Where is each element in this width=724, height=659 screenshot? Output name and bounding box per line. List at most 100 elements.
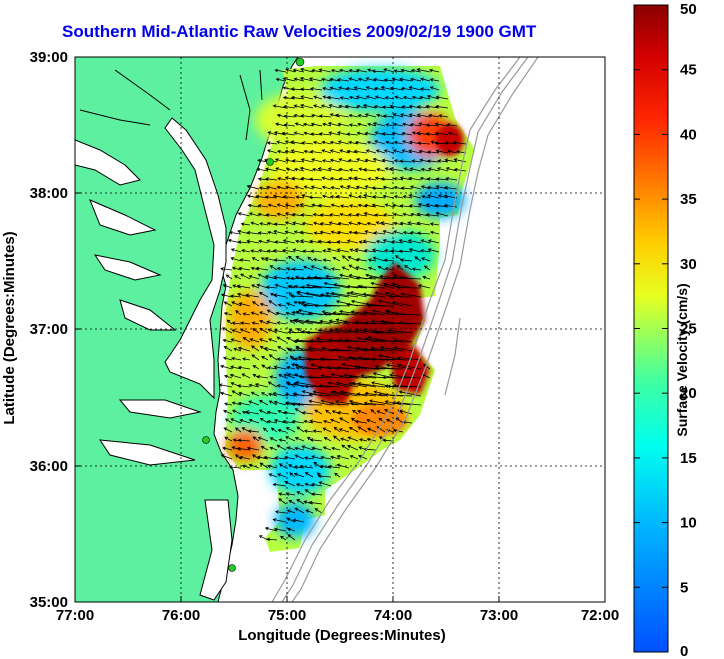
velocity-arrow <box>384 167 395 172</box>
velocity-arrow <box>401 131 413 136</box>
velocity-arrow <box>382 194 395 199</box>
velocity-arrow <box>311 167 323 172</box>
velocity-arrow <box>381 158 395 163</box>
velocity-arrow <box>328 104 341 109</box>
velocity-arrow <box>282 239 296 244</box>
velocity-arrow <box>452 140 467 145</box>
velocity-arrow <box>355 257 368 262</box>
velocity-arrow <box>276 357 287 361</box>
velocity-arrow <box>306 330 332 335</box>
velocity-arrow <box>357 382 386 388</box>
velocity-arrow <box>339 204 350 208</box>
velocity-arrow <box>334 400 359 406</box>
velocity-arrow <box>371 309 395 316</box>
velocity-arrow <box>372 157 386 163</box>
velocity-arrow <box>393 140 404 145</box>
velocity-arrow <box>344 104 359 109</box>
velocity-arrow <box>300 114 314 118</box>
velocity-arrow <box>265 167 278 172</box>
velocity-arrow <box>264 195 278 199</box>
velocity-arrow <box>307 311 332 316</box>
velocity-arrow <box>329 158 341 163</box>
velocity-arrow <box>303 456 314 460</box>
velocity-arrow <box>445 176 458 181</box>
velocity-arrow <box>224 374 233 379</box>
velocity-arrow <box>322 249 332 253</box>
velocity-arrow <box>257 436 269 442</box>
velocity-arrow <box>372 77 386 82</box>
velocity-arrow <box>336 78 350 82</box>
velocity-arrow <box>322 427 332 433</box>
velocity-arrow <box>321 176 332 181</box>
velocity-arrow <box>317 167 332 172</box>
velocity-arrow <box>291 212 305 217</box>
velocity-arrow <box>422 363 431 370</box>
velocity-arrow <box>367 266 377 271</box>
velocity-arrow <box>337 140 350 145</box>
velocity-arrow <box>255 194 269 199</box>
rivers <box>79 69 263 141</box>
velocity-arrow <box>322 446 332 451</box>
velocity-arrow <box>299 76 314 82</box>
velocity-arrow <box>453 158 467 163</box>
velocity-arrow <box>398 249 413 253</box>
velocity-arrow <box>394 312 422 316</box>
velocity-arrow <box>300 95 314 100</box>
velocity-arrow <box>251 321 260 325</box>
velocity-arrow <box>393 195 404 199</box>
velocity-arrow <box>377 266 386 271</box>
velocity-arrow <box>276 113 287 118</box>
velocity-arrow <box>339 273 359 280</box>
velocity-arrow <box>353 176 368 181</box>
velocity-arrow <box>408 204 422 208</box>
velocity-arrow <box>310 249 323 253</box>
velocity-arrow <box>274 240 287 244</box>
velocity-arrow <box>434 122 449 127</box>
velocity-arrow <box>249 338 260 343</box>
velocity-arrow <box>321 185 332 190</box>
velocity-arrow <box>223 301 233 307</box>
velocity-arrow <box>231 266 242 271</box>
velocity-arrow <box>417 284 431 289</box>
velocity-arrow <box>278 438 287 442</box>
velocity-arrow <box>228 231 242 235</box>
velocity-arrow <box>276 384 287 388</box>
velocity-arrow <box>347 436 359 442</box>
velocity-arrow <box>322 86 332 91</box>
velocity-arrow <box>260 392 269 397</box>
velocity-arrow <box>329 176 341 181</box>
velocity-arrow <box>254 383 269 388</box>
velocity-arrow <box>304 472 314 478</box>
velocity-arrow <box>275 311 287 316</box>
velocity-arrow <box>276 203 287 208</box>
velocity-arrow <box>392 383 422 388</box>
velocity-arrow <box>328 338 350 343</box>
velocity-arrow <box>267 203 278 208</box>
velocity-arrow <box>420 87 431 91</box>
velocity-arrow <box>306 275 332 280</box>
velocity-arrow <box>248 383 260 388</box>
velocity-arrow <box>364 185 377 190</box>
velocity-arrow <box>437 159 449 163</box>
velocity-arrow <box>409 185 422 190</box>
velocity-arrow <box>252 454 260 460</box>
colorbar-tick-label: 5 <box>680 579 688 596</box>
velocity-arrow <box>266 464 278 469</box>
velocity-arrow <box>395 401 422 406</box>
velocity-arrow <box>240 321 251 325</box>
velocity-arrow <box>308 77 323 82</box>
velocity-arrow <box>320 374 341 379</box>
velocity-arrow <box>376 410 386 415</box>
velocity-arrow <box>219 391 233 397</box>
velocity-arrow <box>409 123 422 127</box>
velocity-arrow <box>248 275 260 280</box>
velocity-arrow <box>354 248 368 253</box>
bathymetry-contours <box>271 57 539 602</box>
velocity-arrow <box>301 221 314 226</box>
velocity-arrow <box>392 149 404 154</box>
velocity-arrow <box>220 364 233 370</box>
velocity-arrow <box>313 231 323 235</box>
velocity-arrow <box>330 291 359 298</box>
velocity-arrow <box>410 68 422 73</box>
velocity-arrow <box>302 265 314 271</box>
